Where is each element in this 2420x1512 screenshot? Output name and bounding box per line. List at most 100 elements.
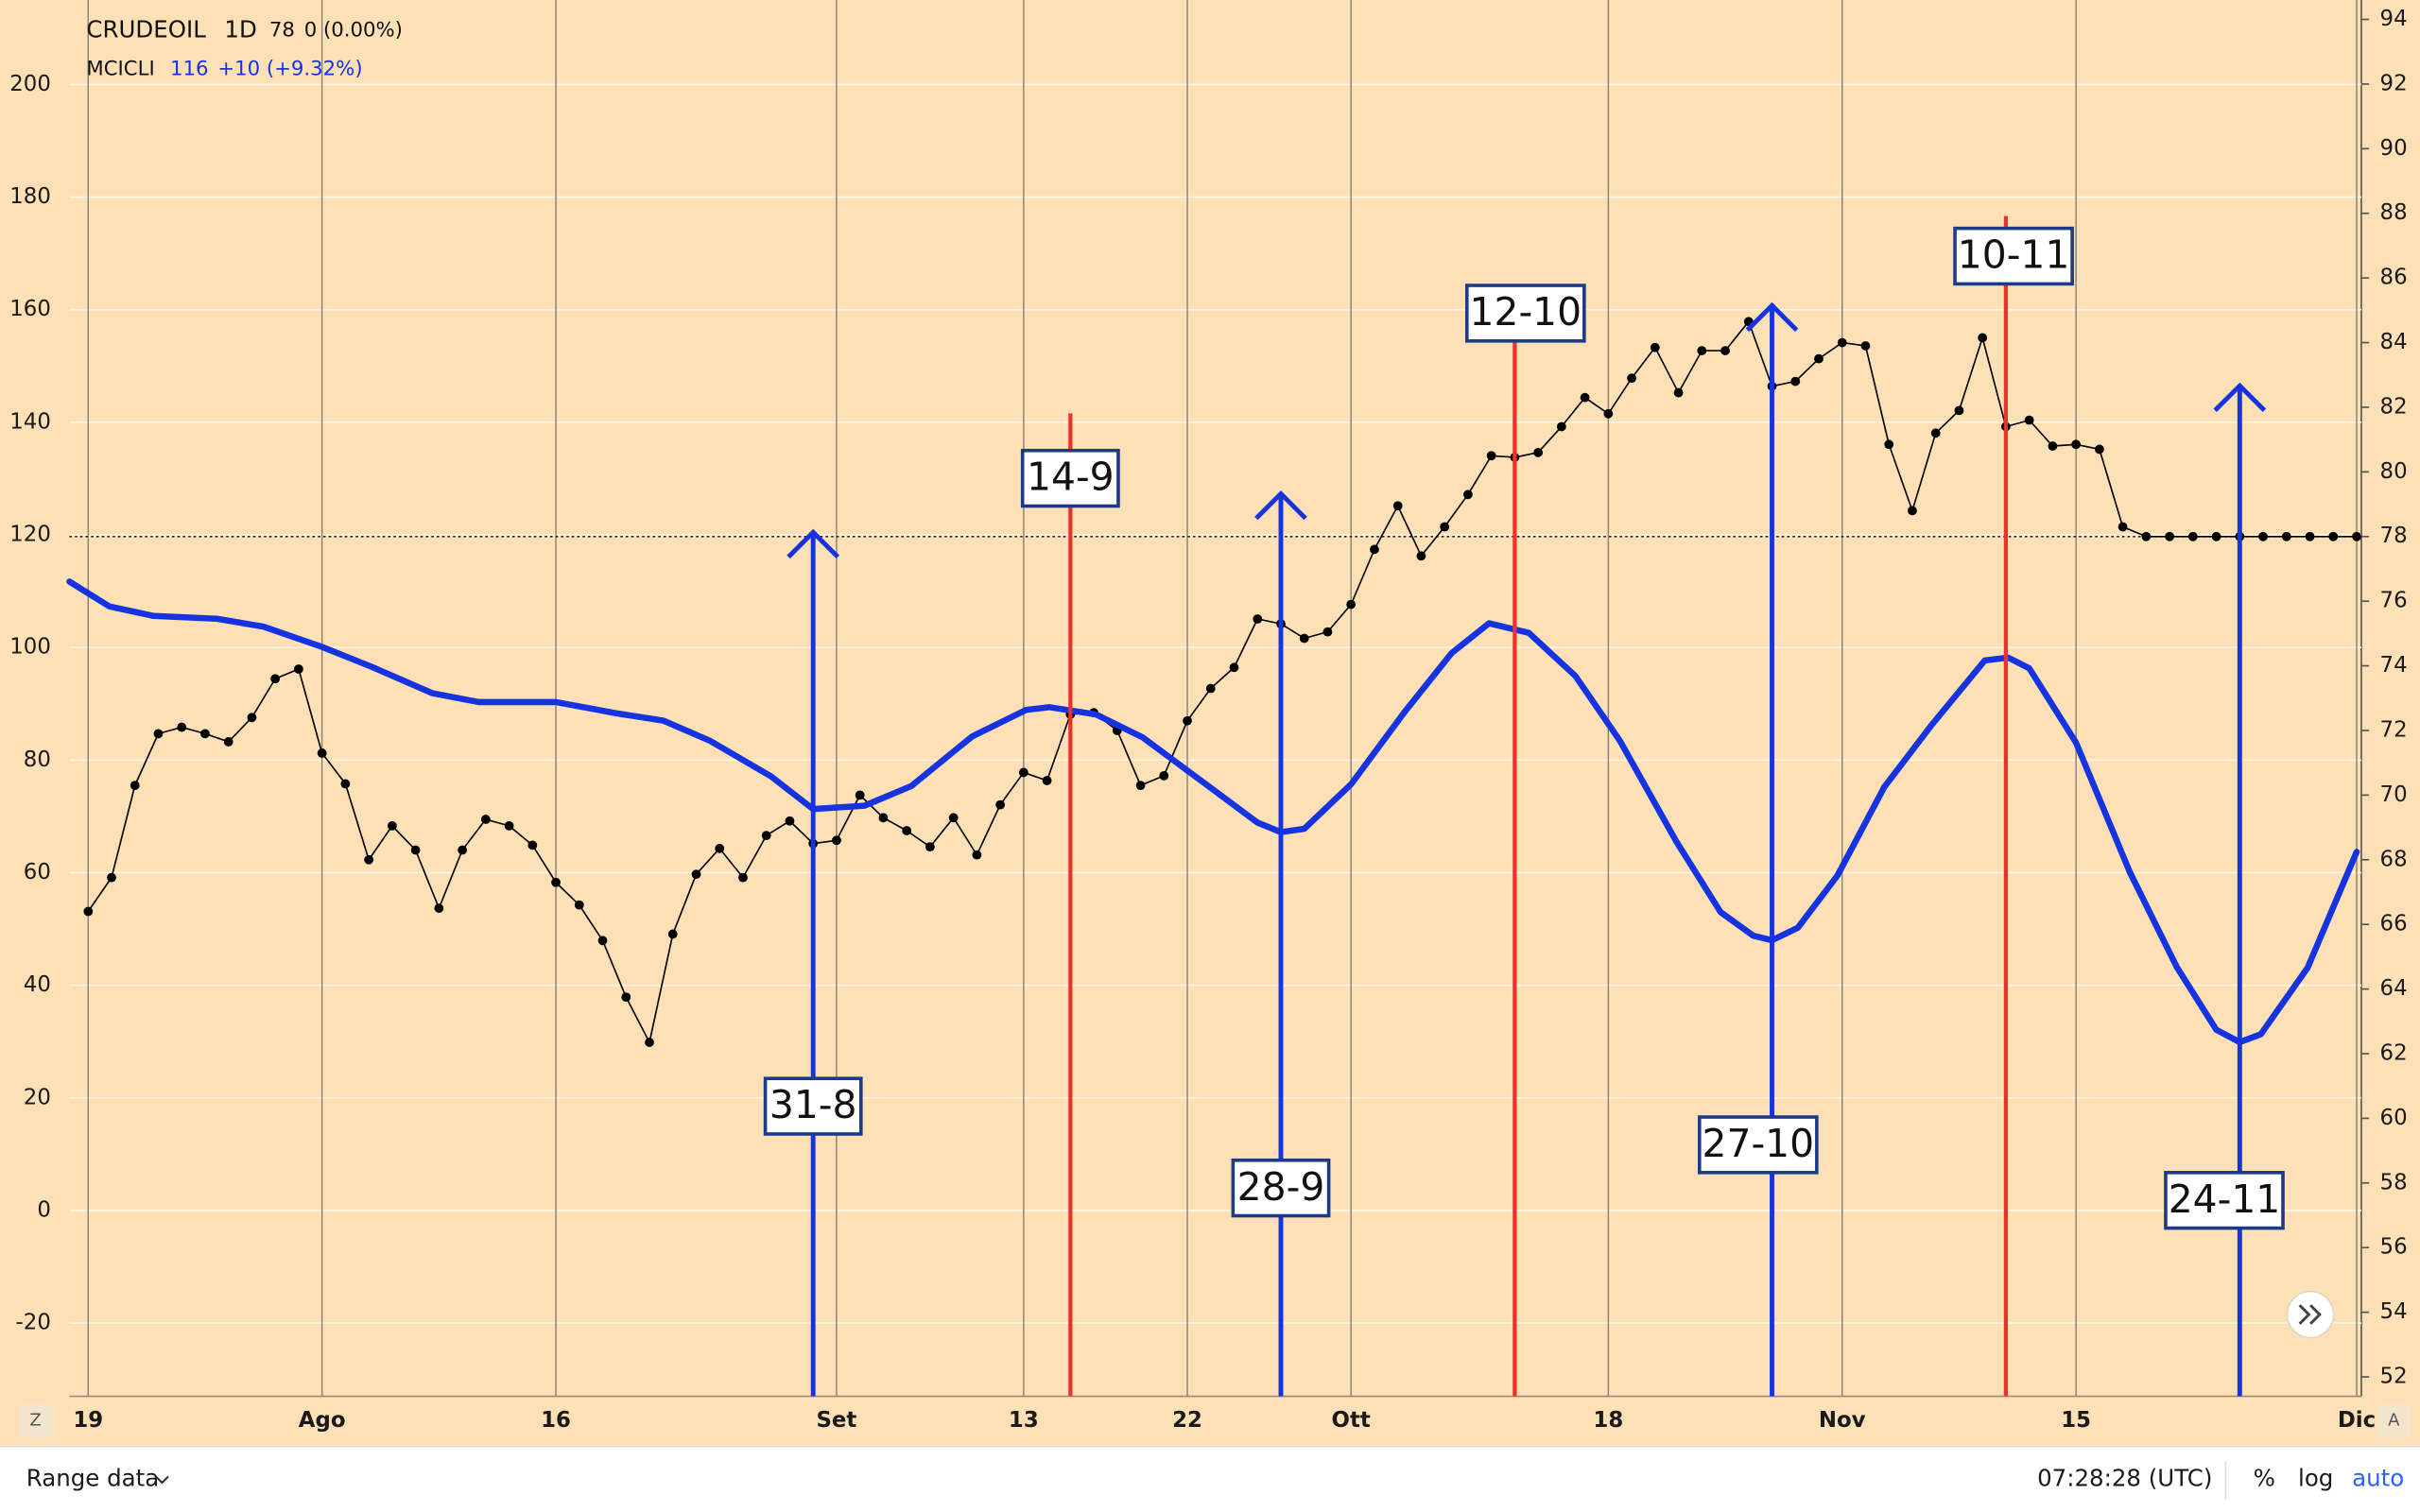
range-button[interactable]: Range data [26,1465,159,1492]
data-point [1673,387,1684,398]
y-tick-label: 20 [24,1085,51,1109]
y2-tick-label: 88 [2380,200,2408,225]
data-point [738,872,748,883]
data-point [551,877,561,887]
data-point [317,748,327,758]
data-point [527,840,538,850]
marker-label-box [1697,1115,1819,1175]
data-point [504,820,514,831]
data-point [1205,683,1216,694]
data-point [2258,531,2268,541]
data-point [294,664,303,674]
y2-tick-label: 54 [2380,1299,2408,1324]
y2-tick-label: 74 [2380,653,2408,678]
x-tick-label: 18 [1593,1408,1623,1433]
marker-arrowhead [1254,490,1307,521]
data-point [153,729,164,739]
data-point [1930,428,1941,438]
cycle-marker: 31-8 [763,528,863,1397]
data-point [948,813,959,823]
data-point [223,737,233,747]
y2-tick-label: 90 [2380,136,2408,161]
data-point [2305,531,2315,541]
marker-label-box [1231,1158,1331,1218]
y-tick-label: 180 [9,184,51,209]
chart-background [0,0,2420,1446]
data-point [340,779,351,789]
y2-tick-label: 80 [2380,459,2408,484]
x-tick-label: 16 [541,1408,571,1433]
y2-tick-label: 60 [2380,1106,2408,1130]
data-point [1183,715,1192,726]
data-point [878,813,889,823]
y2-tick-label: 70 [2380,782,2408,807]
data-point [1884,439,1894,450]
data-point [1533,447,1544,457]
data-point [621,992,631,1003]
legend-crudeoil: CRUDEOIL 1D 78 0 (0.00%) [86,16,403,43]
x-tick-label: 13 [1009,1408,1039,1433]
data-point [2211,531,2221,541]
y-tick-label: 80 [24,747,51,772]
data-point [387,820,397,831]
z-button[interactable] [18,1403,53,1438]
y-tick-label: -20 [16,1311,51,1335]
data-point [200,729,210,739]
data-point [691,869,701,880]
data-point [2048,441,2058,451]
data-point [1556,421,1566,432]
data-point [1018,767,1028,778]
data-point [1440,522,1450,532]
cycle-marker: 14-9 [1020,413,1120,1397]
legend-change: 0 (0.00%) [304,19,403,43]
data-point [247,713,257,723]
data-point [1159,770,1169,781]
log-button[interactable]: log [2298,1465,2333,1492]
data-point [1720,346,1730,355]
data-point [972,850,982,860]
y2-tick-label: 76 [2380,589,2408,613]
data-point [2187,531,2198,541]
data-point [2141,531,2152,541]
y-tick-label: 40 [24,972,51,997]
scroll-button[interactable] [2286,1290,2335,1339]
time-label: 07:28:28 (UTC) [2037,1465,2212,1492]
marker-label: 12-10 [1470,289,1582,335]
marker-arrowhead [1745,301,1799,333]
data-point [1603,408,1614,419]
data-point [2352,531,2361,541]
a-button[interactable] [2377,1403,2411,1438]
legend-name: MCICLI [86,57,154,80]
percent-button[interactable]: % [2254,1465,2275,1492]
marker-label: 14-9 [1027,455,1115,500]
y-tick-label: 100 [9,635,51,660]
legend-last: 116 [170,57,209,80]
legend-last: 78 [269,19,295,43]
marker-label-box [763,1076,863,1136]
y2-tick-label: 66 [2380,912,2408,936]
cycle-marker: 12-10 [1464,284,1586,1397]
y2-tick-label: 78 [2380,524,2408,548]
marker-label-box [2164,1171,2285,1230]
y2-tick-label: 52 [2380,1365,2408,1389]
data-point [83,906,94,917]
marker-label: 28-9 [1237,1164,1325,1210]
marker-arrowhead [2213,382,2267,413]
y-tick-label: 140 [9,409,51,434]
data-point [270,674,281,684]
legend-change: +10 (+9.32%) [217,57,362,80]
auto-button[interactable]: auto [2352,1465,2404,1492]
y2-tick-label: 94 [2380,7,2408,31]
a-button-label: A [2388,1411,2400,1431]
data-point [1650,342,1660,352]
data-point [2071,439,2082,450]
x-tick-label: Ago [299,1408,346,1433]
data-point [667,929,678,939]
x-tick-label: 15 [2061,1408,2091,1433]
data-point [832,835,841,846]
data-point [1814,353,1824,364]
marker-label: 27-10 [1703,1121,1815,1166]
data-point [2328,531,2339,541]
marker-label: 31-8 [769,1082,857,1127]
